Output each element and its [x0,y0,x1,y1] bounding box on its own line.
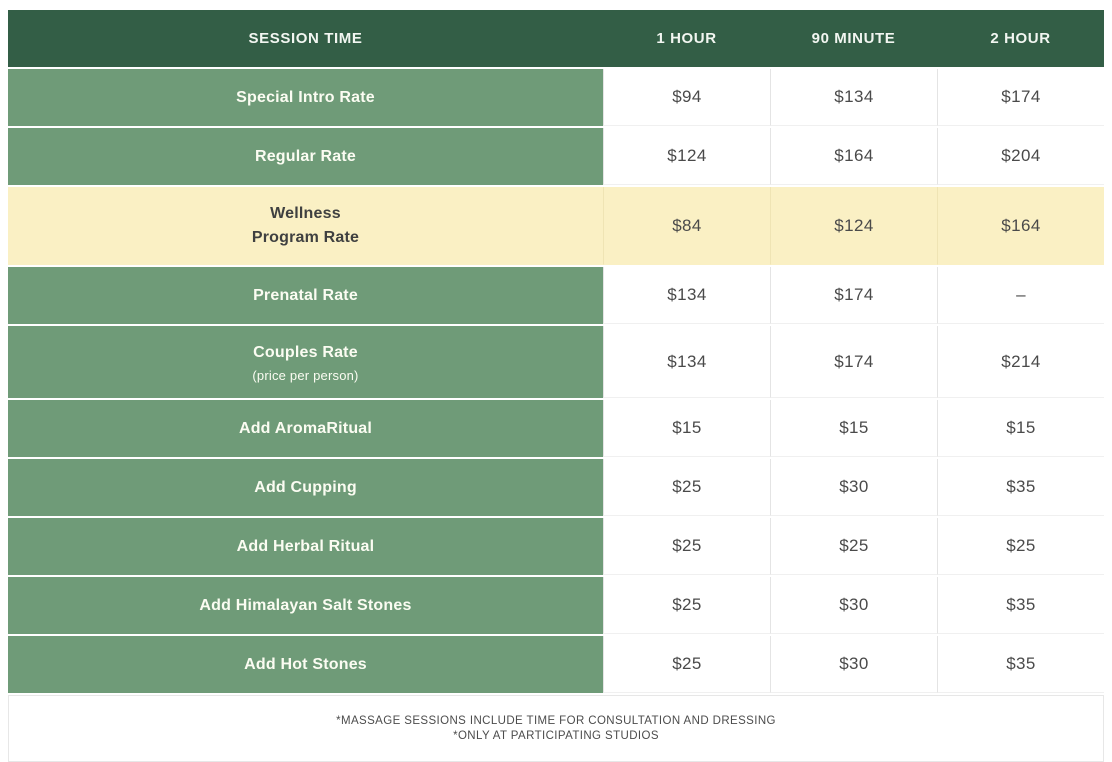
price-cell-2-hour: $174 [937,69,1104,126]
table-row: Add Herbal Ritual $25 $25 $25 [8,518,1104,575]
price-cell-90-minute: $124 [770,187,937,265]
column-header-session-time: SESSION TIME [248,30,363,47]
price-cell-90-minute: $164 [770,128,937,185]
price-cell-2-hour: $204 [937,128,1104,185]
price-cell-1-hour: $25 [603,518,770,575]
row-label-cell: Add AromaRitual [8,400,603,457]
row-label: Regular Rate [254,147,357,165]
table-header-row: SESSION TIME 1 HOUR 90 MINUTE 2 HOUR [8,10,1104,67]
price-cell-1-hour: $134 [603,326,770,398]
column-header-2-hour: 2 HOUR [990,30,1051,47]
price-cell-2-hour: $35 [937,459,1104,516]
row-label: Add Himalayan Salt Stones [199,596,412,614]
price-cell-2-hour: $35 [937,636,1104,693]
table-row: Prenatal Rate $134 $174 – [8,267,1104,324]
row-label-cell: Add Hot Stones [8,636,603,693]
row-label-cell: Prenatal Rate [8,267,603,324]
price-cell-1-hour: $25 [603,577,770,634]
price-cell-90-minute: $30 [770,577,937,634]
price-cell-1-hour: $94 [603,69,770,126]
row-label: Prenatal Rate [253,286,358,304]
table-row: Couples Rate (price per person) $134 $17… [8,326,1104,398]
table-row: Special Intro Rate $94 $134 $174 [8,69,1104,126]
price-cell-90-minute: $134 [770,69,937,126]
price-cell-90-minute: $174 [770,267,937,324]
price-cell-2-hour: $35 [937,577,1104,634]
row-label-cell: Add Cupping [8,459,603,516]
table-row: Add AromaRitual $15 $15 $15 [8,400,1104,457]
footnote-line-1: *MASSAGE SESSIONS INCLUDE TIME FOR CONSU… [336,715,776,727]
row-label: Couples Rate [253,344,358,361]
price-cell-2-hour: $164 [937,187,1104,265]
table-row: Wellness Program Rate $84 $124 $164 [8,187,1104,265]
price-cell-90-minute: $174 [770,326,937,398]
row-label: Add Hot Stones [244,655,367,673]
row-label-cell: Add Himalayan Salt Stones [8,577,603,634]
column-header-90-minute: 90 MINUTE [811,30,896,47]
row-label: Wellness Program Rate [251,205,360,246]
footnotes: *MASSAGE SESSIONS INCLUDE TIME FOR CONSU… [8,695,1104,762]
price-cell-1-hour: $25 [603,636,770,693]
row-label-cell: Wellness Program Rate [8,187,603,265]
price-cell-1-hour: $25 [603,459,770,516]
price-cell-1-hour: $15 [603,400,770,457]
price-cell-1-hour: $134 [603,267,770,324]
table-row: Add Hot Stones $25 $30 $35 [8,636,1104,693]
price-cell-2-hour: $214 [937,326,1104,398]
column-header-1-hour: 1 HOUR [656,30,717,47]
price-cell-90-minute: $15 [770,400,937,457]
row-label-cell: Add Herbal Ritual [8,518,603,575]
row-label: Add Herbal Ritual [236,537,375,555]
row-label-cell: Special Intro Rate [8,69,603,126]
price-cell-1-hour: $84 [603,187,770,265]
table-row: Add Cupping $25 $30 $35 [8,459,1104,516]
price-cell-90-minute: $30 [770,636,937,693]
price-cell-2-hour: – [937,267,1104,324]
row-label-cell: Regular Rate [8,128,603,185]
price-cell-90-minute: $30 [770,459,937,516]
price-cell-2-hour: $15 [937,400,1104,457]
price-cell-2-hour: $25 [937,518,1104,575]
row-label: Add AromaRitual [238,419,373,437]
price-cell-90-minute: $25 [770,518,937,575]
row-sublabel: (price per person) [252,368,359,383]
table-body: Special Intro Rate $94 $134 $174 Regular… [8,69,1104,693]
table-row: Add Himalayan Salt Stones $25 $30 $35 [8,577,1104,634]
row-label: Special Intro Rate [236,88,375,106]
footnote-line-2: *ONLY AT PARTICIPATING STUDIOS [453,730,659,742]
table-row: Regular Rate $124 $164 $204 [8,128,1104,185]
row-label: Add Cupping [254,478,357,496]
row-label-cell: Couples Rate (price per person) [8,326,603,398]
price-cell-1-hour: $124 [603,128,770,185]
